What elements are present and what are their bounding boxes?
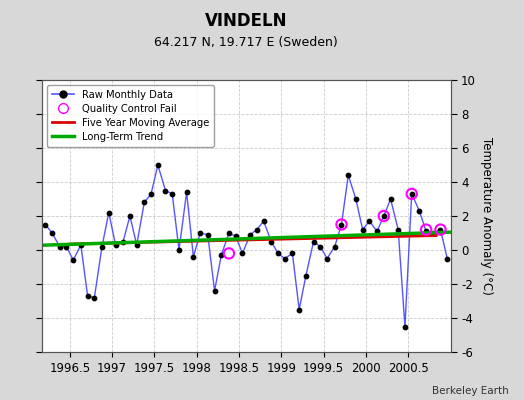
Point xyxy=(422,226,430,233)
Point xyxy=(175,247,183,253)
Point xyxy=(288,250,297,257)
Point xyxy=(386,196,395,202)
Point xyxy=(196,230,204,236)
Point xyxy=(331,243,339,250)
Text: VINDELN: VINDELN xyxy=(205,12,288,30)
Point xyxy=(394,226,402,233)
Point xyxy=(358,226,367,233)
Point xyxy=(267,238,276,245)
Point xyxy=(323,255,331,262)
Point xyxy=(161,187,170,194)
Point xyxy=(225,230,233,236)
Point xyxy=(77,242,85,248)
Point xyxy=(140,199,148,206)
Point xyxy=(168,191,177,197)
Point xyxy=(443,255,452,262)
Point xyxy=(83,293,92,299)
Point xyxy=(274,250,282,257)
Point xyxy=(225,250,233,257)
Point xyxy=(422,228,430,234)
Point xyxy=(232,233,240,240)
Point xyxy=(182,189,191,195)
Point xyxy=(379,213,388,219)
Point xyxy=(253,226,261,233)
Point xyxy=(41,221,49,228)
Point xyxy=(246,232,254,238)
Point xyxy=(309,238,318,245)
Point xyxy=(98,243,106,250)
Point xyxy=(436,226,445,233)
Point xyxy=(337,221,346,228)
Point xyxy=(379,213,388,219)
Point xyxy=(352,196,360,202)
Point xyxy=(111,242,119,248)
Point xyxy=(133,242,141,248)
Point xyxy=(408,191,416,197)
Point xyxy=(373,228,381,234)
Point xyxy=(436,226,445,233)
Point xyxy=(415,208,423,214)
Point xyxy=(126,213,134,219)
Point xyxy=(337,221,346,228)
Point xyxy=(259,218,268,224)
Point xyxy=(90,294,99,301)
Point xyxy=(204,232,212,238)
Point xyxy=(154,162,162,168)
Point xyxy=(62,243,71,250)
Point xyxy=(119,238,127,245)
Point xyxy=(316,243,324,250)
Y-axis label: Temperature Anomaly (°C): Temperature Anomaly (°C) xyxy=(479,137,493,295)
Point xyxy=(189,254,198,260)
Point xyxy=(56,243,64,250)
Point xyxy=(365,218,374,224)
Point xyxy=(238,250,247,257)
Point xyxy=(302,272,310,279)
Point xyxy=(280,255,289,262)
Text: 64.217 N, 19.717 E (Sweden): 64.217 N, 19.717 E (Sweden) xyxy=(155,36,338,49)
Point xyxy=(210,288,219,294)
Point xyxy=(401,323,409,330)
Point xyxy=(69,257,78,263)
Point xyxy=(147,191,155,197)
Point xyxy=(408,191,416,197)
Legend: Raw Monthly Data, Quality Control Fail, Five Year Moving Average, Long-Term Tren: Raw Monthly Data, Quality Control Fail, … xyxy=(47,85,214,147)
Point xyxy=(429,230,437,236)
Point xyxy=(105,210,113,216)
Point xyxy=(344,172,353,178)
Text: Berkeley Earth: Berkeley Earth xyxy=(432,386,508,396)
Point xyxy=(295,306,303,313)
Point xyxy=(48,230,56,236)
Point xyxy=(217,252,225,258)
